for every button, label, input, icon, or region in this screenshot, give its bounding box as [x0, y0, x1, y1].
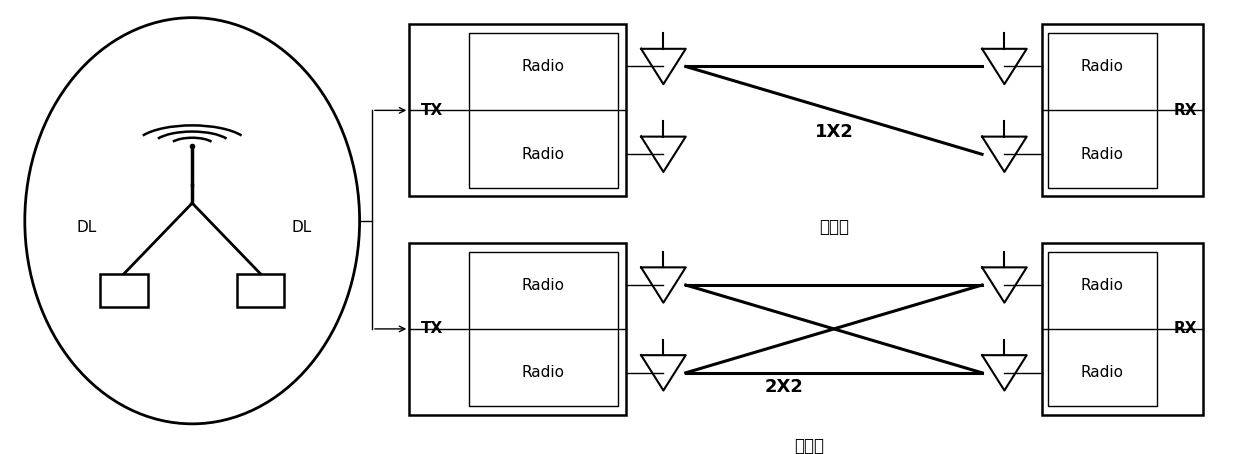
- Text: Radio: Radio: [522, 365, 564, 380]
- Bar: [237, 274, 284, 307]
- Text: 2X2: 2X2: [765, 379, 804, 396]
- Text: DL: DL: [291, 220, 311, 235]
- Text: Radio: Radio: [1081, 147, 1123, 162]
- Bar: [1042, 24, 1203, 197]
- Text: Radio: Radio: [1081, 277, 1123, 292]
- Bar: [1048, 252, 1157, 406]
- Bar: [469, 33, 618, 188]
- Ellipse shape: [25, 18, 360, 424]
- Bar: [1048, 33, 1157, 188]
- Bar: [100, 274, 148, 307]
- Bar: [409, 243, 626, 415]
- Text: 路径一: 路径一: [818, 218, 849, 237]
- Text: Radio: Radio: [1081, 365, 1123, 380]
- Text: TX: TX: [420, 321, 443, 336]
- Text: DL: DL: [77, 220, 97, 235]
- Text: Radio: Radio: [522, 277, 564, 292]
- Text: Radio: Radio: [522, 59, 564, 74]
- Text: RX: RX: [1174, 321, 1197, 336]
- Text: RX: RX: [1174, 103, 1197, 118]
- Bar: [469, 252, 618, 406]
- Text: TX: TX: [420, 103, 443, 118]
- Bar: [1042, 243, 1203, 415]
- Text: Radio: Radio: [1081, 59, 1123, 74]
- Bar: [409, 24, 626, 197]
- Text: 1X2: 1X2: [815, 123, 853, 142]
- Text: Radio: Radio: [522, 147, 564, 162]
- Text: 路径二: 路径二: [794, 437, 825, 454]
